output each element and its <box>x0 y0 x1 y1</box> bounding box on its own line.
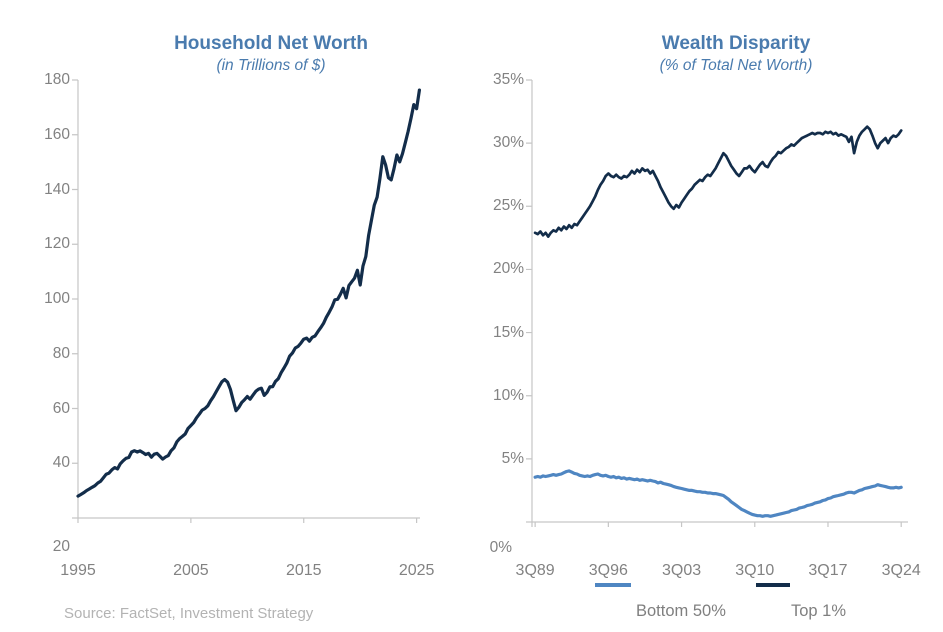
chart-1-y-tick-label: 35% <box>492 71 524 88</box>
chart-0-y-tick-label: 20 <box>52 538 70 555</box>
series-line-household-net-worth <box>76 88 421 498</box>
legend-line-swatch-top-1 <box>756 583 790 587</box>
source-note: Source: FactSet, Investment Strategy <box>64 605 314 622</box>
series-line-bottom-50 <box>533 469 903 518</box>
chart-0-x-tick-label: 2025 <box>398 562 435 579</box>
legend-label-bottom-50: Bottom 50% <box>636 602 726 620</box>
chart-1-x-tick-label: 3Q96 <box>588 562 628 579</box>
chart-1-y-tick-label: 15% <box>492 323 524 341</box>
legend-label-top-1: Top 1% <box>791 602 847 620</box>
chart-0-y-tick-label: 160 <box>44 125 70 143</box>
chart-1-x-tick-label: 3Q03 <box>661 562 702 579</box>
chart-1-y-tick-label: 30% <box>492 134 524 152</box>
series-line-top-1 <box>533 125 903 238</box>
chart-1-y-tick-label: 10% <box>492 386 524 404</box>
chart-0-x-tick-label: 2005 <box>173 562 209 579</box>
chart-1-y-tick-label: 25% <box>492 197 524 215</box>
legend-line-swatch-bottom-50 <box>595 583 631 587</box>
chart-0-x-tick-label: 2015 <box>285 562 322 579</box>
chart-1-y-tick-label: 20% <box>492 260 524 278</box>
chart-0-y-tick-label: 80 <box>52 344 70 362</box>
chart-0-y-tick-label: 40 <box>52 454 70 472</box>
chart-0-y-tick-label: 60 <box>52 399 70 417</box>
chart-0-axes <box>72 79 420 523</box>
chart-0-y-tick-label: 100 <box>44 290 70 307</box>
chart-1-x-tick-label: 3Q24 <box>881 562 921 579</box>
chart-1-y-tick-label: 0% <box>489 539 512 556</box>
chart-0-y-tick-label: 120 <box>44 235 70 253</box>
chart-1-axes <box>526 79 908 527</box>
chart-1-x-tick-label: 3Q17 <box>808 562 848 579</box>
chart-1-x-tick-label: 3Q10 <box>735 562 775 579</box>
chart-1-y-tick-label: 5% <box>501 449 524 467</box>
chart-0-y-tick-label: 180 <box>44 71 70 88</box>
chart-1-x-tick-label: 3Q89 <box>515 562 555 579</box>
chart-0-x-tick-label: 1995 <box>60 562 96 579</box>
chart-0-y-tick-label: 140 <box>44 180 70 198</box>
